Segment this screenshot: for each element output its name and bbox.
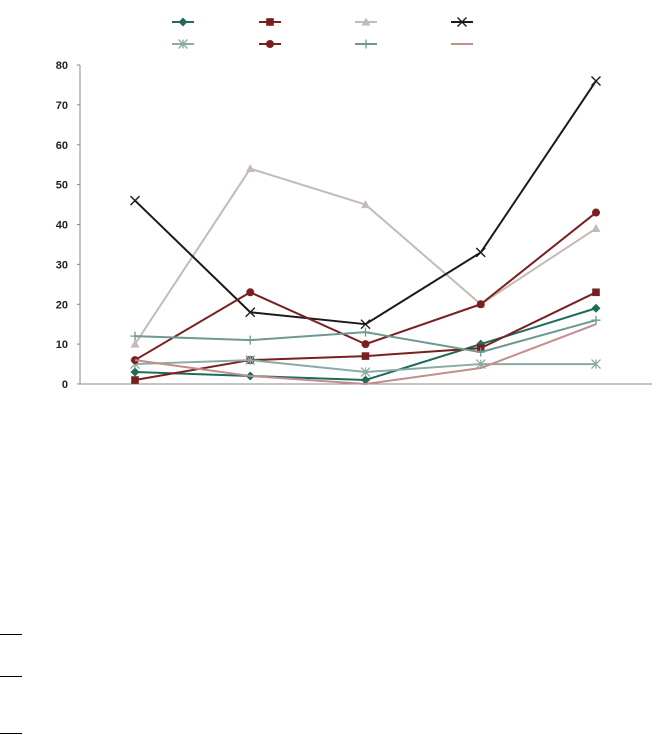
series-6 <box>131 208 600 365</box>
data-point <box>591 303 601 313</box>
data-point <box>591 223 601 232</box>
y-tick-label: 70 <box>56 100 68 112</box>
y-tick-label: 60 <box>56 140 68 152</box>
data-point <box>476 347 486 357</box>
data-point <box>361 200 370 209</box>
y-tick-label: 20 <box>56 299 68 311</box>
legend-marker <box>178 39 188 49</box>
legend-marker <box>178 17 188 27</box>
chart-axes: 0 10 20 30 40 50 60 70 80 <box>56 60 652 391</box>
data-point <box>361 352 370 360</box>
chart-series <box>130 75 601 385</box>
y-tick-label: 40 <box>56 220 68 232</box>
data-point <box>245 164 255 173</box>
data-point <box>361 327 370 337</box>
data-point <box>130 339 140 348</box>
series-1 <box>130 303 601 385</box>
legend-entry-5 <box>172 39 194 49</box>
data-point <box>130 367 140 377</box>
data-point <box>245 335 255 345</box>
chart-legend <box>172 17 473 49</box>
footer-rule-2 <box>0 676 22 677</box>
y-tick-label: 0 <box>62 379 68 391</box>
data-point <box>130 195 140 206</box>
legend-entry-1 <box>172 17 194 27</box>
legend-entry-2 <box>259 18 281 26</box>
data-point <box>591 359 601 370</box>
legend-entry-7 <box>355 39 377 49</box>
data-point <box>361 340 370 349</box>
data-point <box>476 300 485 309</box>
data-point <box>591 315 601 325</box>
legend-marker <box>361 17 371 26</box>
data-point <box>361 375 370 385</box>
data-point <box>131 376 139 384</box>
legend-entry-6 <box>259 40 281 48</box>
legend-marker <box>266 40 274 48</box>
y-tick-label: 30 <box>56 259 68 271</box>
y-tick-label: 50 <box>56 180 68 192</box>
y-tick-label: 80 <box>56 60 68 72</box>
series-8 <box>134 323 597 385</box>
data-point <box>475 247 486 258</box>
footer-rule-1 <box>0 634 22 635</box>
data-point <box>245 307 256 318</box>
data-point <box>246 288 255 297</box>
data-point <box>245 355 256 366</box>
legend-marker <box>457 17 467 27</box>
legend-marker <box>266 18 274 26</box>
data-point <box>591 75 601 86</box>
data-point <box>360 319 371 330</box>
series-7 <box>130 315 601 357</box>
y-tick-label: 10 <box>56 339 68 351</box>
data-point <box>130 331 140 341</box>
series-line <box>134 167 597 345</box>
footer-rule-3 <box>0 733 22 734</box>
data-point <box>592 208 600 217</box>
legend-marker <box>361 39 371 49</box>
legend-entry-3 <box>355 17 377 26</box>
line-chart: 0 10 20 30 40 50 60 70 80 <box>56 17 652 391</box>
series-4 <box>130 75 601 330</box>
legend-entry-4 <box>451 17 473 27</box>
data-point <box>360 367 371 377</box>
data-point <box>592 288 600 297</box>
series-line <box>134 323 597 385</box>
